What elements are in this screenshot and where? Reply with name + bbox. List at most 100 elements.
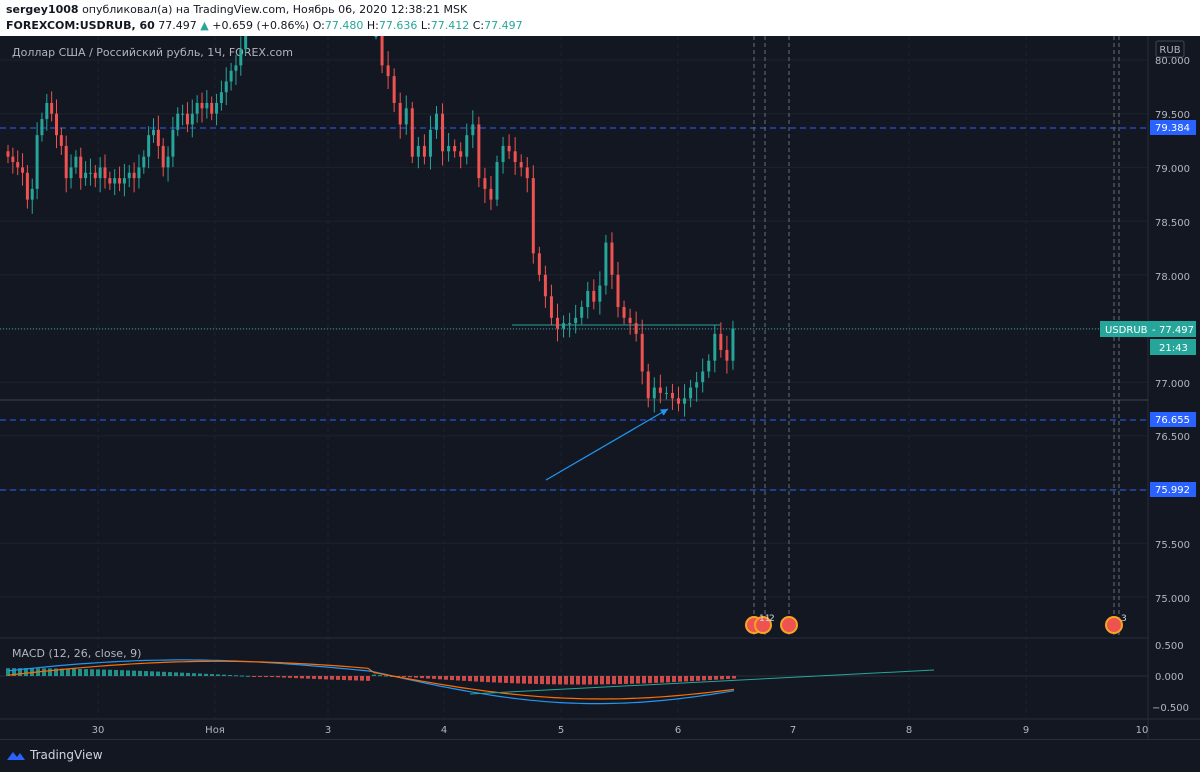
candle-body-9[interactable] (50, 102, 54, 114)
candle-body-72[interactable] (507, 145, 511, 152)
candle-body-56[interactable] (410, 108, 414, 157)
candle-body-97[interactable] (658, 387, 662, 393)
candle-body-108[interactable] (725, 349, 729, 361)
candle-body-54[interactable] (398, 102, 402, 125)
candle-body-12[interactable] (64, 145, 68, 179)
tradingview-brand[interactable]: TradingView (6, 748, 103, 762)
candle-body-21[interactable] (108, 178, 112, 184)
candle-body-55[interactable] (404, 108, 408, 125)
candle-body-71[interactable] (501, 145, 505, 163)
candle-body-15[interactable] (79, 156, 83, 179)
candle-body-48[interactable] (239, 49, 243, 66)
candle-body-52[interactable] (386, 65, 390, 77)
candle-body-53[interactable] (392, 76, 396, 103)
candle-body-59[interactable] (428, 129, 432, 157)
candle-body-106[interactable] (713, 333, 717, 361)
candle-body-62[interactable] (447, 145, 451, 152)
candle-body-50[interactable] (374, 36, 378, 37)
candle-body-20[interactable] (103, 167, 107, 179)
candle-body-40[interactable] (200, 102, 204, 109)
candle-body-69[interactable] (489, 188, 493, 200)
candle-body-66[interactable] (471, 124, 475, 136)
candle-body-31[interactable] (156, 129, 160, 146)
candle-body-29[interactable] (147, 135, 151, 157)
chart-area[interactable]: Доллар США / Российский рубль, 1Ч, FOREX… (0, 36, 1200, 739)
candle-body-88[interactable] (604, 242, 608, 286)
candle-body-35[interactable] (176, 113, 180, 130)
candle-body-67[interactable] (477, 124, 481, 179)
candle-body-86[interactable] (592, 290, 596, 302)
candle-body-87[interactable] (598, 285, 602, 302)
candle-body-74[interactable] (519, 162, 523, 168)
candle-body-37[interactable] (185, 113, 189, 125)
candle-body-99[interactable] (670, 392, 674, 399)
candle-body-103[interactable] (695, 382, 699, 388)
candle-body-78[interactable] (543, 274, 547, 297)
candle-body-8[interactable] (45, 102, 49, 120)
candle-body-45[interactable] (224, 81, 228, 93)
candle-body-61[interactable] (441, 113, 445, 152)
candle-body-73[interactable] (513, 151, 517, 163)
candle-body-84[interactable] (580, 307, 584, 318)
candle-body-6[interactable] (35, 135, 39, 189)
candle-body-81[interactable] (562, 323, 566, 329)
candle-body-5[interactable] (30, 188, 34, 200)
candle-body-17[interactable] (88, 172, 92, 174)
us-flag-event-icon-2[interactable] (754, 616, 772, 634)
candle-body-38[interactable] (190, 113, 194, 125)
candle-body-68[interactable] (483, 178, 487, 189)
candle-body-43[interactable] (215, 102, 219, 114)
candle-body-28[interactable] (142, 156, 146, 168)
candle-body-83[interactable] (574, 317, 578, 324)
time-axis[interactable]: 30 Ноя 3 4 5 6 7 8 9 10 (92, 725, 1149, 736)
author-name[interactable]: sergey1008 (6, 3, 79, 16)
candle-body-44[interactable] (219, 92, 223, 103)
us-flag-event-icon-3[interactable] (780, 616, 798, 634)
candle-body-23[interactable] (118, 178, 122, 184)
candle-body-63[interactable] (453, 145, 457, 152)
candle-body-22[interactable] (113, 178, 117, 184)
candle-body-95[interactable] (646, 371, 650, 399)
candle-body-32[interactable] (161, 145, 165, 168)
candle-body-80[interactable] (556, 317, 559, 329)
us-flag-event-icon-4[interactable] (1105, 616, 1123, 634)
candle-body-57[interactable] (416, 145, 420, 157)
candle-body-25[interactable] (127, 172, 131, 179)
candle-body-41[interactable] (205, 102, 209, 109)
candle-body-98[interactable] (664, 392, 668, 394)
candle-body-85[interactable] (586, 290, 590, 308)
candle-body-11[interactable] (59, 135, 63, 146)
candle-body-60[interactable] (435, 113, 438, 130)
candle-body-14[interactable] (74, 156, 78, 168)
trend-arrow[interactable] (545, 408, 669, 481)
candle-body-3[interactable] (21, 167, 25, 173)
candle-body-47[interactable] (234, 65, 238, 71)
candle-body-89[interactable] (610, 242, 614, 275)
candle-body-65[interactable] (465, 135, 469, 157)
candle-body-39[interactable] (195, 102, 199, 114)
candle-body-96[interactable] (652, 387, 656, 399)
chart-svg[interactable]: Доллар США / Российский рубль, 1Ч, FOREX… (0, 36, 1200, 739)
candle-body-46[interactable] (229, 70, 233, 82)
candle-body-92[interactable] (628, 317, 632, 324)
economic-events[interactable]: 11 2 3 (745, 614, 1127, 634)
candle-body-64[interactable] (459, 151, 463, 157)
candle-body-1[interactable] (11, 156, 15, 163)
candle-body-93[interactable] (634, 323, 638, 334)
candle-body-109[interactable] (731, 328, 735, 361)
candle-body-13[interactable] (69, 167, 73, 179)
candle-body-4[interactable] (25, 172, 29, 200)
candle-body-79[interactable] (549, 296, 553, 318)
candle-body-76[interactable] (531, 178, 535, 254)
candle-body-33[interactable] (166, 156, 170, 168)
candle-body-104[interactable] (701, 371, 705, 383)
candle-body-18[interactable] (93, 172, 97, 179)
candle-body-36[interactable] (181, 113, 185, 115)
candle-body-101[interactable] (683, 398, 687, 404)
macd-trend-line[interactable] (469, 669, 935, 695)
candle-body-0[interactable] (6, 151, 10, 157)
candle-body-2[interactable] (16, 162, 20, 168)
candle-body-19[interactable] (98, 167, 102, 179)
candle-body-10[interactable] (55, 113, 58, 136)
candle-body-91[interactable] (622, 307, 626, 318)
